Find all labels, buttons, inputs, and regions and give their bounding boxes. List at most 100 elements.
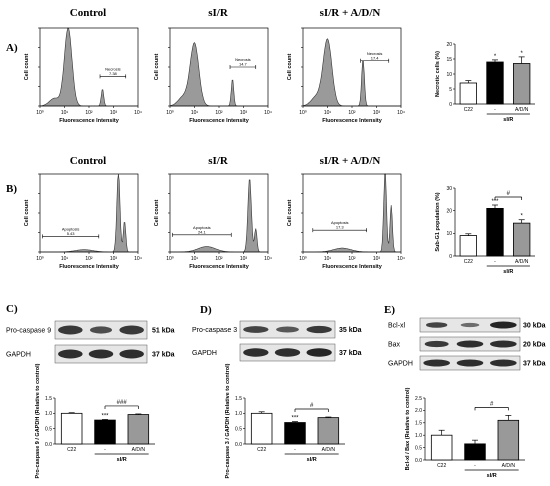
y-axis-label: Cell count [154, 200, 160, 227]
blot-band [456, 340, 484, 348]
histogram-curve [169, 42, 268, 107]
x-tick-label: 10² [348, 110, 356, 116]
title-control-a: Control [69, 7, 107, 19]
blot-band [490, 359, 517, 367]
category-label: - [474, 463, 476, 469]
y-axis-label: Bcl-xl / Bax (Relative to control) [405, 387, 411, 470]
x-tick-label: 10⁰ [166, 256, 174, 262]
y-axis-label: Cell count [287, 200, 293, 227]
group-label: sI/R [503, 117, 513, 123]
blot-band [243, 348, 269, 357]
panel-label-b: B) [6, 183, 17, 195]
blot-row-label: Pro-caspase 9 [6, 328, 51, 335]
blot-row-label: GAPDH [388, 361, 413, 368]
y-axis-label: Cell count [154, 54, 160, 81]
blot-band [89, 326, 113, 334]
blot-band [306, 325, 332, 334]
y-axis-label: Pro-caspase 3 / GAPDH (Relative to contr… [225, 363, 231, 478]
bar-chart-A: 0 5 10 15 20 Necrotic cells (%) C22 * - * A/D/NsI/… [435, 42, 535, 123]
histogram-curve [39, 27, 138, 107]
x-tick-label: 10³ [373, 256, 381, 262]
blot-band [460, 322, 480, 328]
x-axis-label: Fluorescence Intensity [59, 118, 120, 124]
x-tick-label: 10⁰ [36, 256, 44, 262]
category-label: C22 [464, 259, 473, 265]
blot-band [490, 340, 517, 348]
blot-band [306, 348, 332, 357]
gate-value: 14.7 [239, 62, 248, 67]
x-tick-label: 10⁰ [299, 110, 307, 116]
bar [250, 412, 273, 445]
histogram-a-control: 10⁰ 10¹ 10² 10³ 10⁴ Fluorescence Intensity Cel… [24, 27, 142, 124]
blot-kda-label: 37 kDa [339, 350, 362, 357]
bar [317, 417, 340, 445]
y-tick-label: 15 [446, 57, 452, 63]
y-tick-label: 5 [449, 87, 452, 93]
x-tick-label: 10⁰ [166, 110, 174, 116]
blot-band [274, 348, 301, 357]
group-label: sI/R [117, 457, 127, 463]
significance-mark: * [520, 214, 523, 220]
bracket-mark: # [507, 191, 511, 197]
title-sir-a: sI/R [208, 7, 228, 19]
category-label: A/D/N [515, 259, 529, 265]
histogram-b-sir-adn: 10⁰ 10¹ 10² 10³ 10⁴ Fluorescence Intensity Cel… [287, 173, 405, 270]
x-tick-label: 10¹ [191, 110, 199, 116]
histogram-frame [39, 27, 139, 107]
y-tick-label: 0 [449, 102, 452, 108]
histogram-b-sir: 10⁰ 10¹ 10² 10³ 10⁴ Fluorescence Intensity Cel… [154, 173, 272, 270]
category-label: C22 [464, 107, 473, 113]
bracket-mark: # [490, 401, 494, 407]
y-tick-label: 0.5 [415, 445, 422, 451]
x-tick-label: 10¹ [324, 110, 332, 116]
bar [60, 412, 83, 445]
x-tick-label: 10² [85, 256, 93, 262]
y-tick-label: 10 [446, 72, 452, 78]
title-sir-adn-a: sI/R + A/D/N [319, 7, 381, 19]
blot-kda-label: 20 kDa [523, 342, 546, 349]
y-tick-label: 1.0 [235, 411, 242, 417]
blot-kda-label: 37 kDa [523, 361, 546, 368]
bar [430, 434, 453, 461]
histogram-curve [303, 173, 401, 253]
category-label: A/D/N [132, 447, 146, 453]
histogram-curve [40, 173, 138, 253]
blot-band [276, 326, 299, 333]
x-tick-label: 10² [348, 256, 356, 262]
bar-chart-B: 0 10 20 30 Sub-G1 population (%) C22 *** - * A/D/… [435, 186, 535, 275]
gate-value: 17.4 [371, 55, 380, 60]
blot-e: Bcl-xl 30 kDa Bax 20 kDa GAPDH 37 kDa [388, 317, 546, 371]
category-label: A/D/N [515, 107, 529, 113]
x-tick-label: 10⁴ [134, 256, 142, 262]
x-tick-label: 10⁴ [397, 110, 405, 116]
x-axis-label: Fluorescence Intensity [59, 264, 120, 270]
y-tick-label: 0.5 [235, 426, 242, 432]
y-axis-label: Cell count [287, 54, 293, 81]
x-tick-label: 10³ [240, 110, 248, 116]
blot-band [119, 349, 144, 359]
blot-row-label: Pro-caspase 3 [192, 327, 237, 334]
blot-band [243, 326, 269, 333]
category-label: - [494, 107, 496, 113]
category-label: C22 [67, 447, 76, 453]
y-tick-label: 1.5 [45, 396, 52, 402]
blot-c: Pro-caspase 9 51 kDa GAPDH 37 kDa [6, 320, 175, 364]
category-label: A/D/N [502, 463, 516, 469]
significance-mark: *** [491, 199, 499, 205]
x-axis-label: Fluorescence Intensity [189, 118, 250, 124]
gate-label: Apoptosis [331, 220, 349, 225]
blot-band [119, 325, 144, 335]
y-tick-label: 30 [446, 186, 452, 192]
category-label: C22 [437, 463, 446, 469]
histogram-curve [170, 179, 268, 253]
y-axis-label: Cell count [24, 200, 30, 227]
significance-mark: *** [291, 416, 299, 422]
x-tick-label: 10² [85, 110, 93, 116]
title-sir-b: sI/R [208, 155, 228, 167]
gate-label: Necrosis [367, 51, 383, 56]
x-tick-label: 10¹ [61, 110, 69, 116]
y-tick-label: 1.5 [235, 396, 242, 402]
bar [464, 443, 486, 461]
x-tick-label: 10⁰ [299, 256, 307, 262]
blot-kda-label: 35 kDa [339, 327, 362, 334]
